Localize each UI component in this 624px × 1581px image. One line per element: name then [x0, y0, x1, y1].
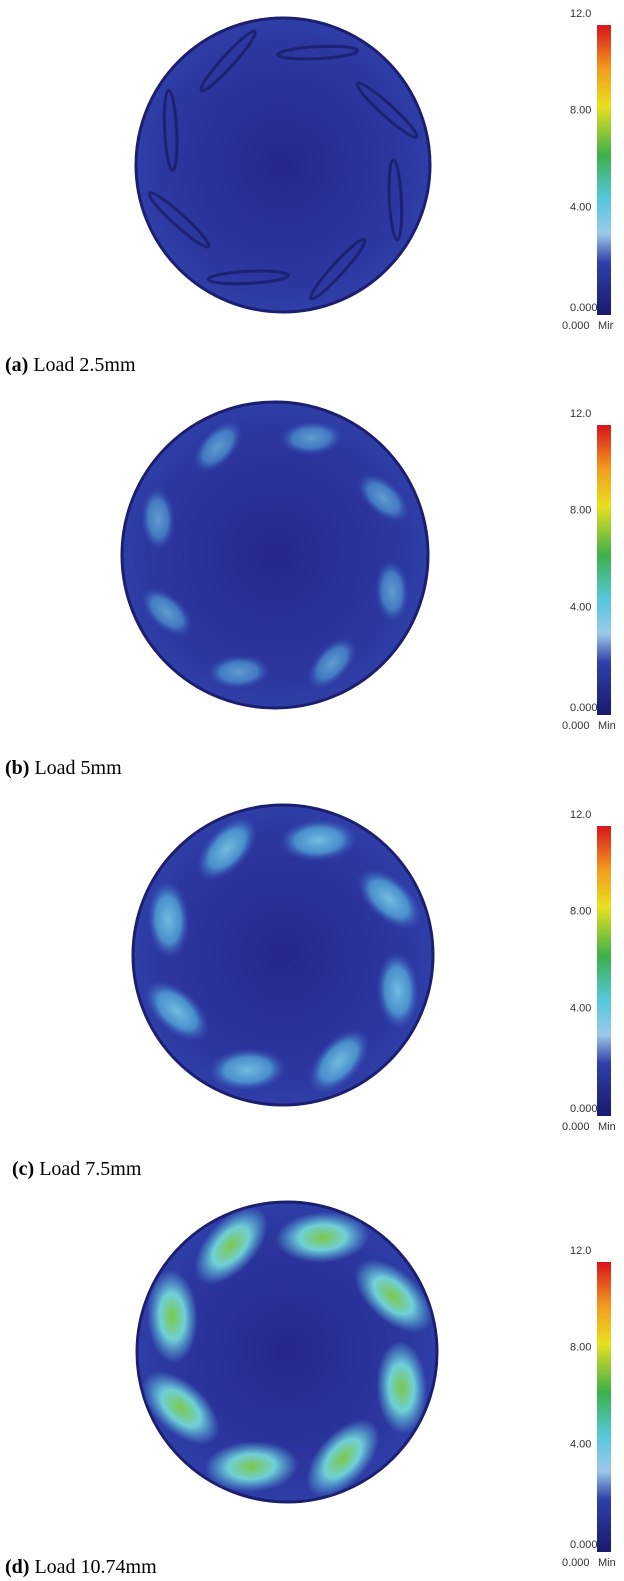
colorbar-tick-label: 12.0	[570, 8, 591, 20]
colorbar-tick-label: 12.0	[570, 408, 591, 420]
colorbar-tick-label: 4.00	[570, 1002, 591, 1014]
caption-label: (b)	[5, 757, 29, 779]
colorbar-min-value: 0.000	[562, 1557, 590, 1569]
colorbar-min-value: 0.000	[562, 1121, 590, 1133]
colorbar-min-value: 0.000	[562, 720, 590, 732]
colorbar-tick-label: 4.00	[570, 1438, 591, 1450]
caption: (d)Load 10.74mm	[5, 1556, 157, 1578]
colorbar	[597, 826, 611, 1116]
colorbar	[597, 425, 611, 715]
colorbar-tick-label: 8.00	[570, 505, 591, 517]
colorbar-tick-label: 0.000	[570, 702, 598, 714]
colorbar-tick-label: 0.000	[570, 1539, 598, 1551]
caption: (b)Load 5mm	[5, 757, 122, 779]
colorbar-tick-label: 8.00	[570, 105, 591, 117]
colorbar	[597, 25, 611, 315]
colorbar-tick-label: 8.00	[570, 906, 591, 918]
caption: (a)Load 2.5mm	[5, 354, 136, 376]
colorbar-tick-label: 4.00	[570, 201, 591, 213]
caption-text: Load 2.5mm	[33, 354, 136, 376]
colorbar-min-label: Min	[598, 1121, 616, 1133]
colorbar-min-label: Mir	[598, 320, 614, 332]
colorbar-tick-label: 12.0	[570, 809, 591, 821]
colorbar-min-label: Min	[598, 1557, 616, 1569]
caption-text: Load 5mm	[34, 757, 122, 779]
caption-text: Load 10.74mm	[34, 1556, 157, 1578]
colorbar-min-label: Min	[598, 720, 616, 732]
contour-disk	[122, 402, 428, 708]
caption-label: (c)	[12, 1158, 34, 1180]
figure: 12.08.004.000.0000.000Mir(a)Load 2.5mm12…	[0, 0, 624, 1581]
colorbar	[597, 1262, 611, 1552]
colorbar-tick-label: 0.000	[570, 302, 598, 314]
colorbar-tick-label: 0.000	[570, 1103, 598, 1115]
colorbar-min-value: 0.000	[562, 320, 590, 332]
contour-disk	[136, 18, 430, 312]
colorbar-tick-label: 8.00	[570, 1342, 591, 1354]
colorbar-tick-label: 4.00	[570, 601, 591, 613]
caption: (c)Load 7.5mm	[12, 1158, 142, 1180]
caption-label: (d)	[5, 1556, 29, 1578]
caption-text: Load 7.5mm	[39, 1158, 142, 1180]
colorbar-tick-label: 12.0	[570, 1245, 591, 1257]
caption-label: (a)	[5, 354, 28, 376]
